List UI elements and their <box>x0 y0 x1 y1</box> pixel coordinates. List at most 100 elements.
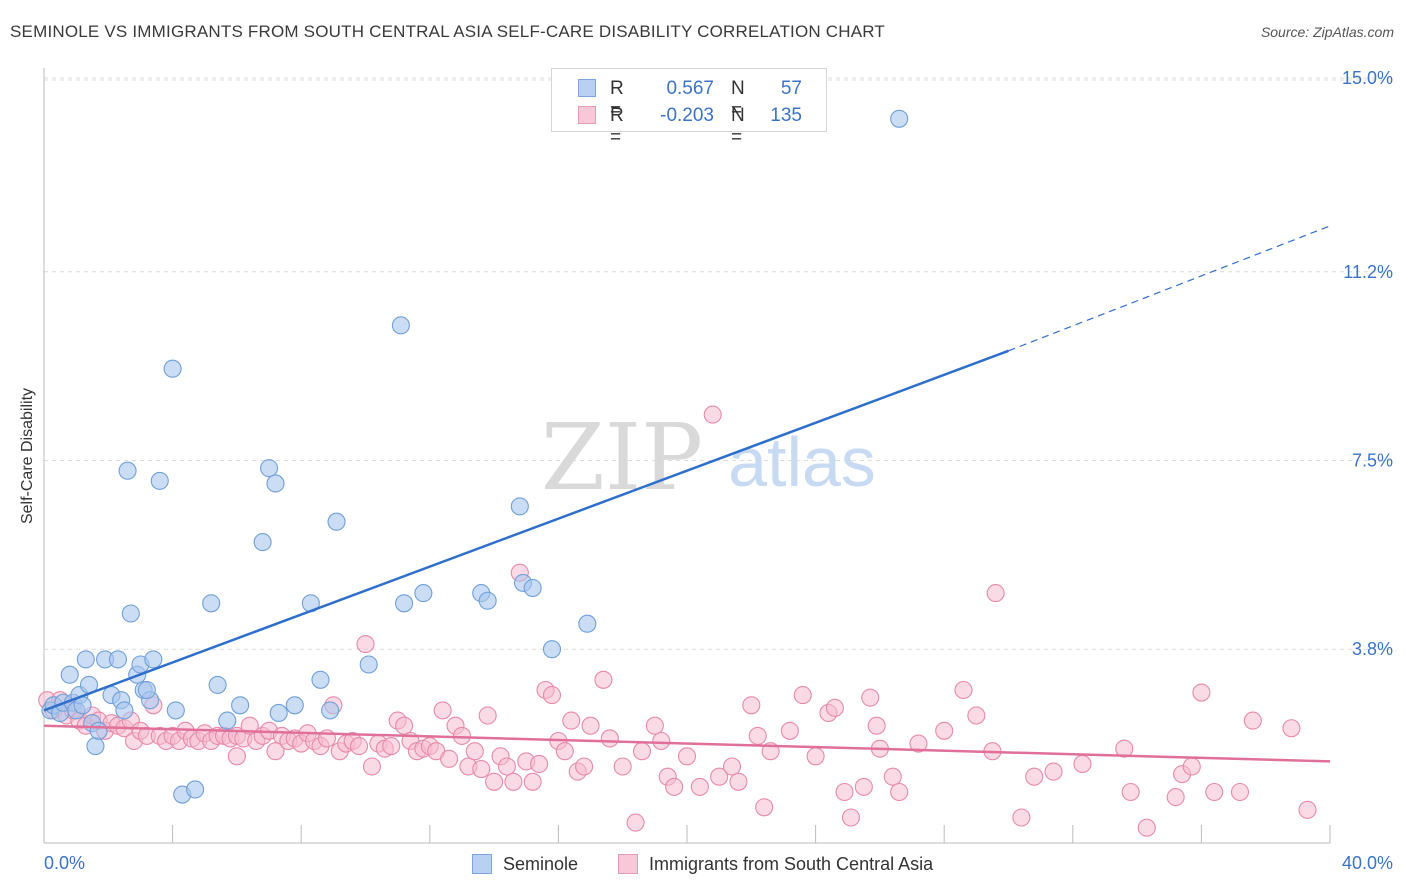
legend-n-label: N = <box>731 105 745 148</box>
legend-n-value: 57 <box>780 78 802 99</box>
seminole-point <box>208 675 227 694</box>
immigrants-point <box>1115 739 1134 758</box>
y-tick-label: 15.0% <box>1342 68 1393 88</box>
immigrants-point <box>240 716 259 735</box>
immigrants-point <box>433 701 452 720</box>
immigrants-point <box>626 813 645 832</box>
immigrants-point <box>935 721 954 740</box>
immigrants-point <box>854 777 873 796</box>
immigrants-point <box>665 777 684 796</box>
correlation-legend: R = 0.567 N = 57 R = -0.203 N = 135 <box>551 68 827 148</box>
y-tick-label: 3.8% <box>1352 639 1393 659</box>
seminole-swatch <box>472 854 492 874</box>
immigrants-point <box>1025 767 1044 786</box>
seminole-point <box>166 701 185 720</box>
immigrants-point <box>632 742 652 761</box>
immigrants-point <box>748 726 767 745</box>
legend-n-label: N = <box>731 78 745 121</box>
immigrants-trend-line <box>43 724 1331 763</box>
seminole-point <box>523 578 542 598</box>
immigrants-point <box>645 716 664 735</box>
immigrants-point <box>227 747 246 766</box>
immigrants-point <box>703 405 722 424</box>
seminole-trend-line <box>43 349 1009 712</box>
immigrants-points <box>38 405 1317 837</box>
immigrants-point <box>883 767 902 786</box>
immigrants-point <box>780 721 799 740</box>
immigrants-point <box>1121 782 1140 802</box>
immigrants-point <box>690 777 709 796</box>
seminole-point <box>578 614 597 633</box>
seminole-point <box>391 316 410 335</box>
immigrants-point <box>861 688 880 707</box>
immigrants-point <box>562 711 581 730</box>
immigrants-point <box>967 706 986 725</box>
seminole-point <box>395 594 414 613</box>
immigrants-point <box>1298 800 1317 819</box>
seminole-point <box>60 665 79 684</box>
y-tick-label: 7.5% <box>1352 451 1393 471</box>
immigrants-point <box>362 757 381 776</box>
seminole-point <box>269 703 288 723</box>
watermark-zip: ZIP <box>541 404 703 511</box>
seminole-point <box>144 650 163 669</box>
seminole-point <box>121 604 140 623</box>
legend-n-value: 135 <box>770 105 802 126</box>
seminole-swatch <box>578 79 596 97</box>
legend-r-label: R = <box>610 105 624 148</box>
immigrants-point <box>835 782 854 802</box>
immigrants-point <box>652 731 671 751</box>
immigrants-point <box>356 635 375 654</box>
immigrants-point <box>542 686 562 705</box>
immigrants-point <box>954 680 973 700</box>
immigrants-point <box>867 716 886 735</box>
seminole-point <box>321 701 340 720</box>
immigrants-point <box>555 742 574 761</box>
immigrants-point <box>742 696 761 715</box>
seminole-point <box>186 780 205 799</box>
immigrants-point <box>504 772 523 791</box>
immigrants-point <box>523 772 542 791</box>
immigrants-swatch <box>578 106 596 124</box>
immigrants-point <box>1182 757 1201 776</box>
legend-r-value: 0.567 <box>666 78 714 99</box>
immigrants-point <box>1166 788 1185 807</box>
seminole-point <box>253 533 272 552</box>
seminole-point <box>510 497 529 516</box>
seminole-point <box>86 737 105 756</box>
immigrants-point <box>472 759 491 779</box>
immigrants-point <box>909 734 928 753</box>
seminole-point <box>137 680 156 700</box>
seminole-point <box>890 109 909 128</box>
immigrants-point <box>465 742 484 761</box>
immigrants-point <box>986 584 1005 603</box>
immigrants-point <box>729 772 748 791</box>
immigrants-point <box>1205 782 1224 802</box>
seminole-point <box>118 461 137 480</box>
immigrants-point <box>575 757 594 776</box>
seminole-point <box>478 591 497 610</box>
legend-label-seminole: Seminole <box>503 854 579 874</box>
chart-title: SEMINOLE VS IMMIGRANTS FROM SOUTH CENTRA… <box>10 22 886 41</box>
immigrants-point <box>1243 711 1262 730</box>
watermark: ZIP atlas <box>541 404 876 511</box>
tick-labels: 3.8% 7.5% 11.2% 15.0% 0.0% 40.0% <box>44 68 1393 873</box>
immigrants-point <box>755 798 774 817</box>
immigrants-point <box>530 754 549 774</box>
immigrants-point <box>594 670 613 689</box>
seminole-point <box>327 512 346 531</box>
seminole-points <box>41 109 909 804</box>
seminole-point <box>76 650 95 669</box>
immigrants-point <box>710 767 729 786</box>
seminole-point <box>163 359 182 378</box>
immigrants-point <box>485 772 504 791</box>
legend-label-immigrants: Immigrants from South Central Asia <box>649 854 934 874</box>
gridlines <box>44 77 1392 650</box>
seminole-point <box>311 670 330 689</box>
seminole-point <box>108 650 127 669</box>
seminole-point <box>285 696 304 715</box>
immigrants-point <box>825 698 844 717</box>
seminole-point <box>89 721 108 740</box>
seminole-point <box>115 701 134 720</box>
